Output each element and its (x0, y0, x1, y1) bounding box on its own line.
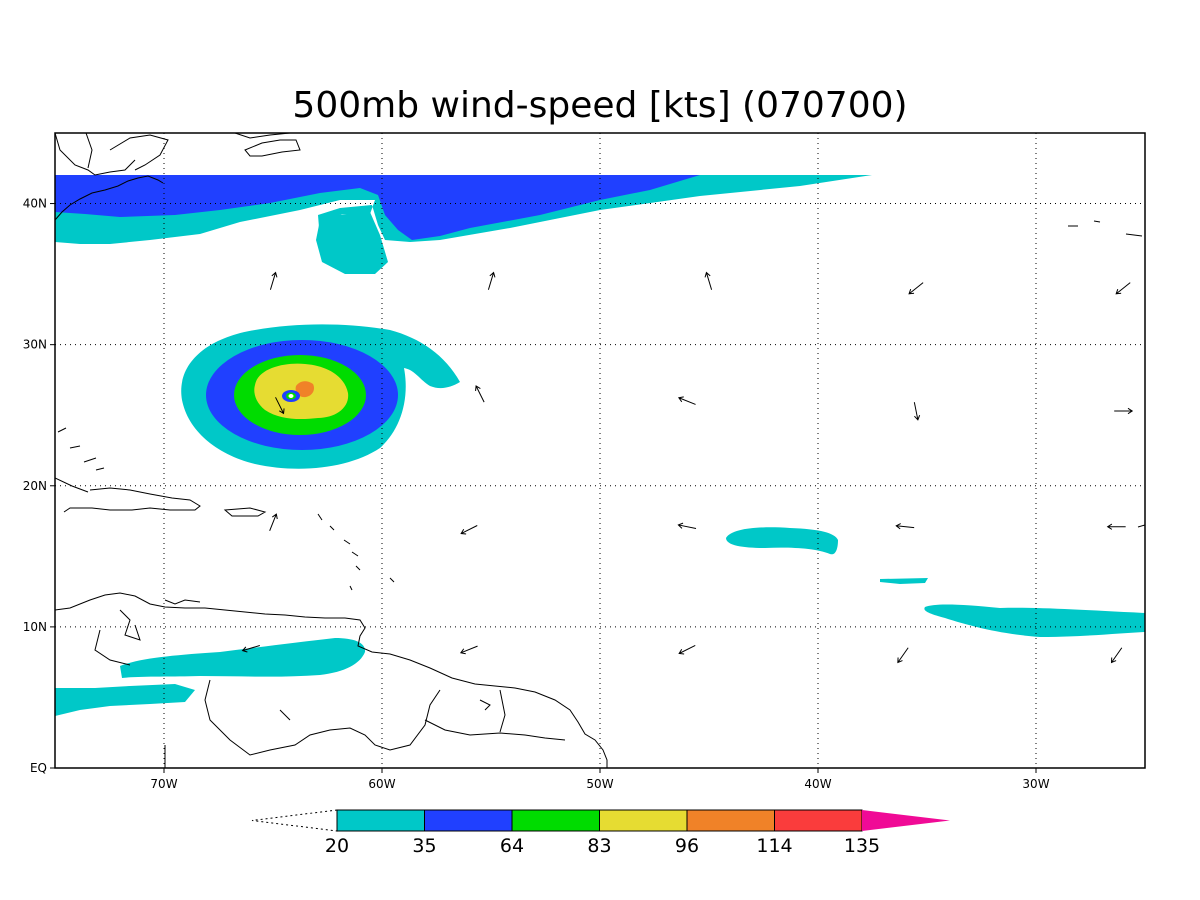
colorbar-bin-96 (686, 809, 775, 832)
lon-tick-label-3: 40W (804, 777, 831, 791)
lat-tick-label-2: 20N (23, 479, 47, 493)
storm-band-96 (295, 381, 315, 398)
wind-vector-5 (475, 385, 485, 403)
south-band-20-west (55, 684, 195, 716)
wind-vector-16 (459, 645, 478, 655)
colorbar-upper-extend (862, 810, 950, 831)
patch-band-20-small (880, 578, 928, 584)
lat-tick-label-3: 30N (23, 338, 47, 352)
axis-ticks: 70W 60W 50W 40W 30W EQ 10N 20N 30N 40N (23, 197, 1050, 791)
map-plot-area (55, 133, 1145, 768)
colorbar-bin-35 (424, 809, 513, 832)
wind-vector-1 (487, 271, 496, 290)
colorbar-label-96: 96 (675, 835, 699, 857)
lon-tick-label-4: 30W (1022, 777, 1049, 791)
coast-bahamas (57, 427, 105, 471)
colorbar-bin-83 (599, 809, 688, 832)
wind-vector-12 (677, 522, 697, 529)
colorbar-lower-extend (251, 809, 338, 832)
colorbar-label-64: 64 (500, 835, 524, 857)
lon-tick-label-2: 50W (586, 777, 613, 791)
south-band-20 (120, 638, 366, 678)
patch-band-20-far-east (924, 604, 1145, 637)
wind-vector-8 (1114, 407, 1134, 415)
wind-vector-9 (275, 397, 285, 415)
colorbar-label-35: 35 (412, 835, 436, 857)
coast-borders (94, 629, 566, 768)
lon-tick-label-0: 70W (150, 777, 177, 791)
jet-band-20-lower (316, 212, 388, 274)
coast-lesser-antilles (317, 513, 395, 591)
wind-vectors (241, 271, 1134, 664)
colorbar-bin-20 (336, 809, 425, 832)
wind-vector-11 (460, 525, 478, 535)
coast-nova-scotia (234, 133, 301, 157)
coast-azores (1068, 220, 1143, 237)
wind-vector-15 (241, 644, 260, 653)
wind-vector-13 (895, 523, 915, 530)
graticule (55, 133, 1145, 768)
wind-vector-6 (677, 396, 696, 405)
colorbar-label-20: 20 (325, 835, 349, 857)
coastlines (55, 133, 1145, 768)
wind-vector-4 (1115, 282, 1131, 295)
lat-tick-label-0: EQ (30, 761, 47, 775)
colorbar-label-135: 135 (844, 835, 880, 857)
wind-speed-shading (55, 175, 1145, 716)
coast-cape-verde (1137, 524, 1145, 528)
lon-tick-label-1: 60W (368, 777, 395, 791)
wind-vector-2 (704, 271, 713, 290)
wind-vector-0 (269, 271, 278, 290)
lat-tick-label-1: 10N (23, 620, 47, 634)
chart-title: 500mb wind-speed [kts] (070700) (292, 85, 907, 126)
colorbar-bin-64 (511, 809, 600, 832)
colorbar-label-114: 114 (756, 835, 792, 857)
coast-new-england (85, 133, 169, 171)
wind-vector-3 (908, 282, 924, 295)
storm-eye (288, 394, 294, 398)
wind-vector-19 (1110, 647, 1123, 664)
colorbar-label-83: 83 (587, 835, 611, 857)
colorbar-bin-114 (774, 809, 863, 832)
wind-vector-17 (678, 644, 696, 655)
wind-vector-14 (1106, 523, 1126, 530)
lat-tick-label-4: 40N (23, 197, 47, 211)
coast-northeast-us (55, 133, 164, 221)
colorbar: 20 35 64 83 96 114 135 (251, 809, 950, 857)
jet-band-35 (55, 175, 700, 240)
wind-vector-7 (913, 402, 921, 421)
coast-cuba-hispaniola (55, 477, 267, 517)
wind-vector-18 (897, 647, 909, 664)
patch-band-20-east (726, 527, 838, 555)
coast-south-america (55, 592, 608, 768)
wind-vector-10 (269, 513, 278, 532)
